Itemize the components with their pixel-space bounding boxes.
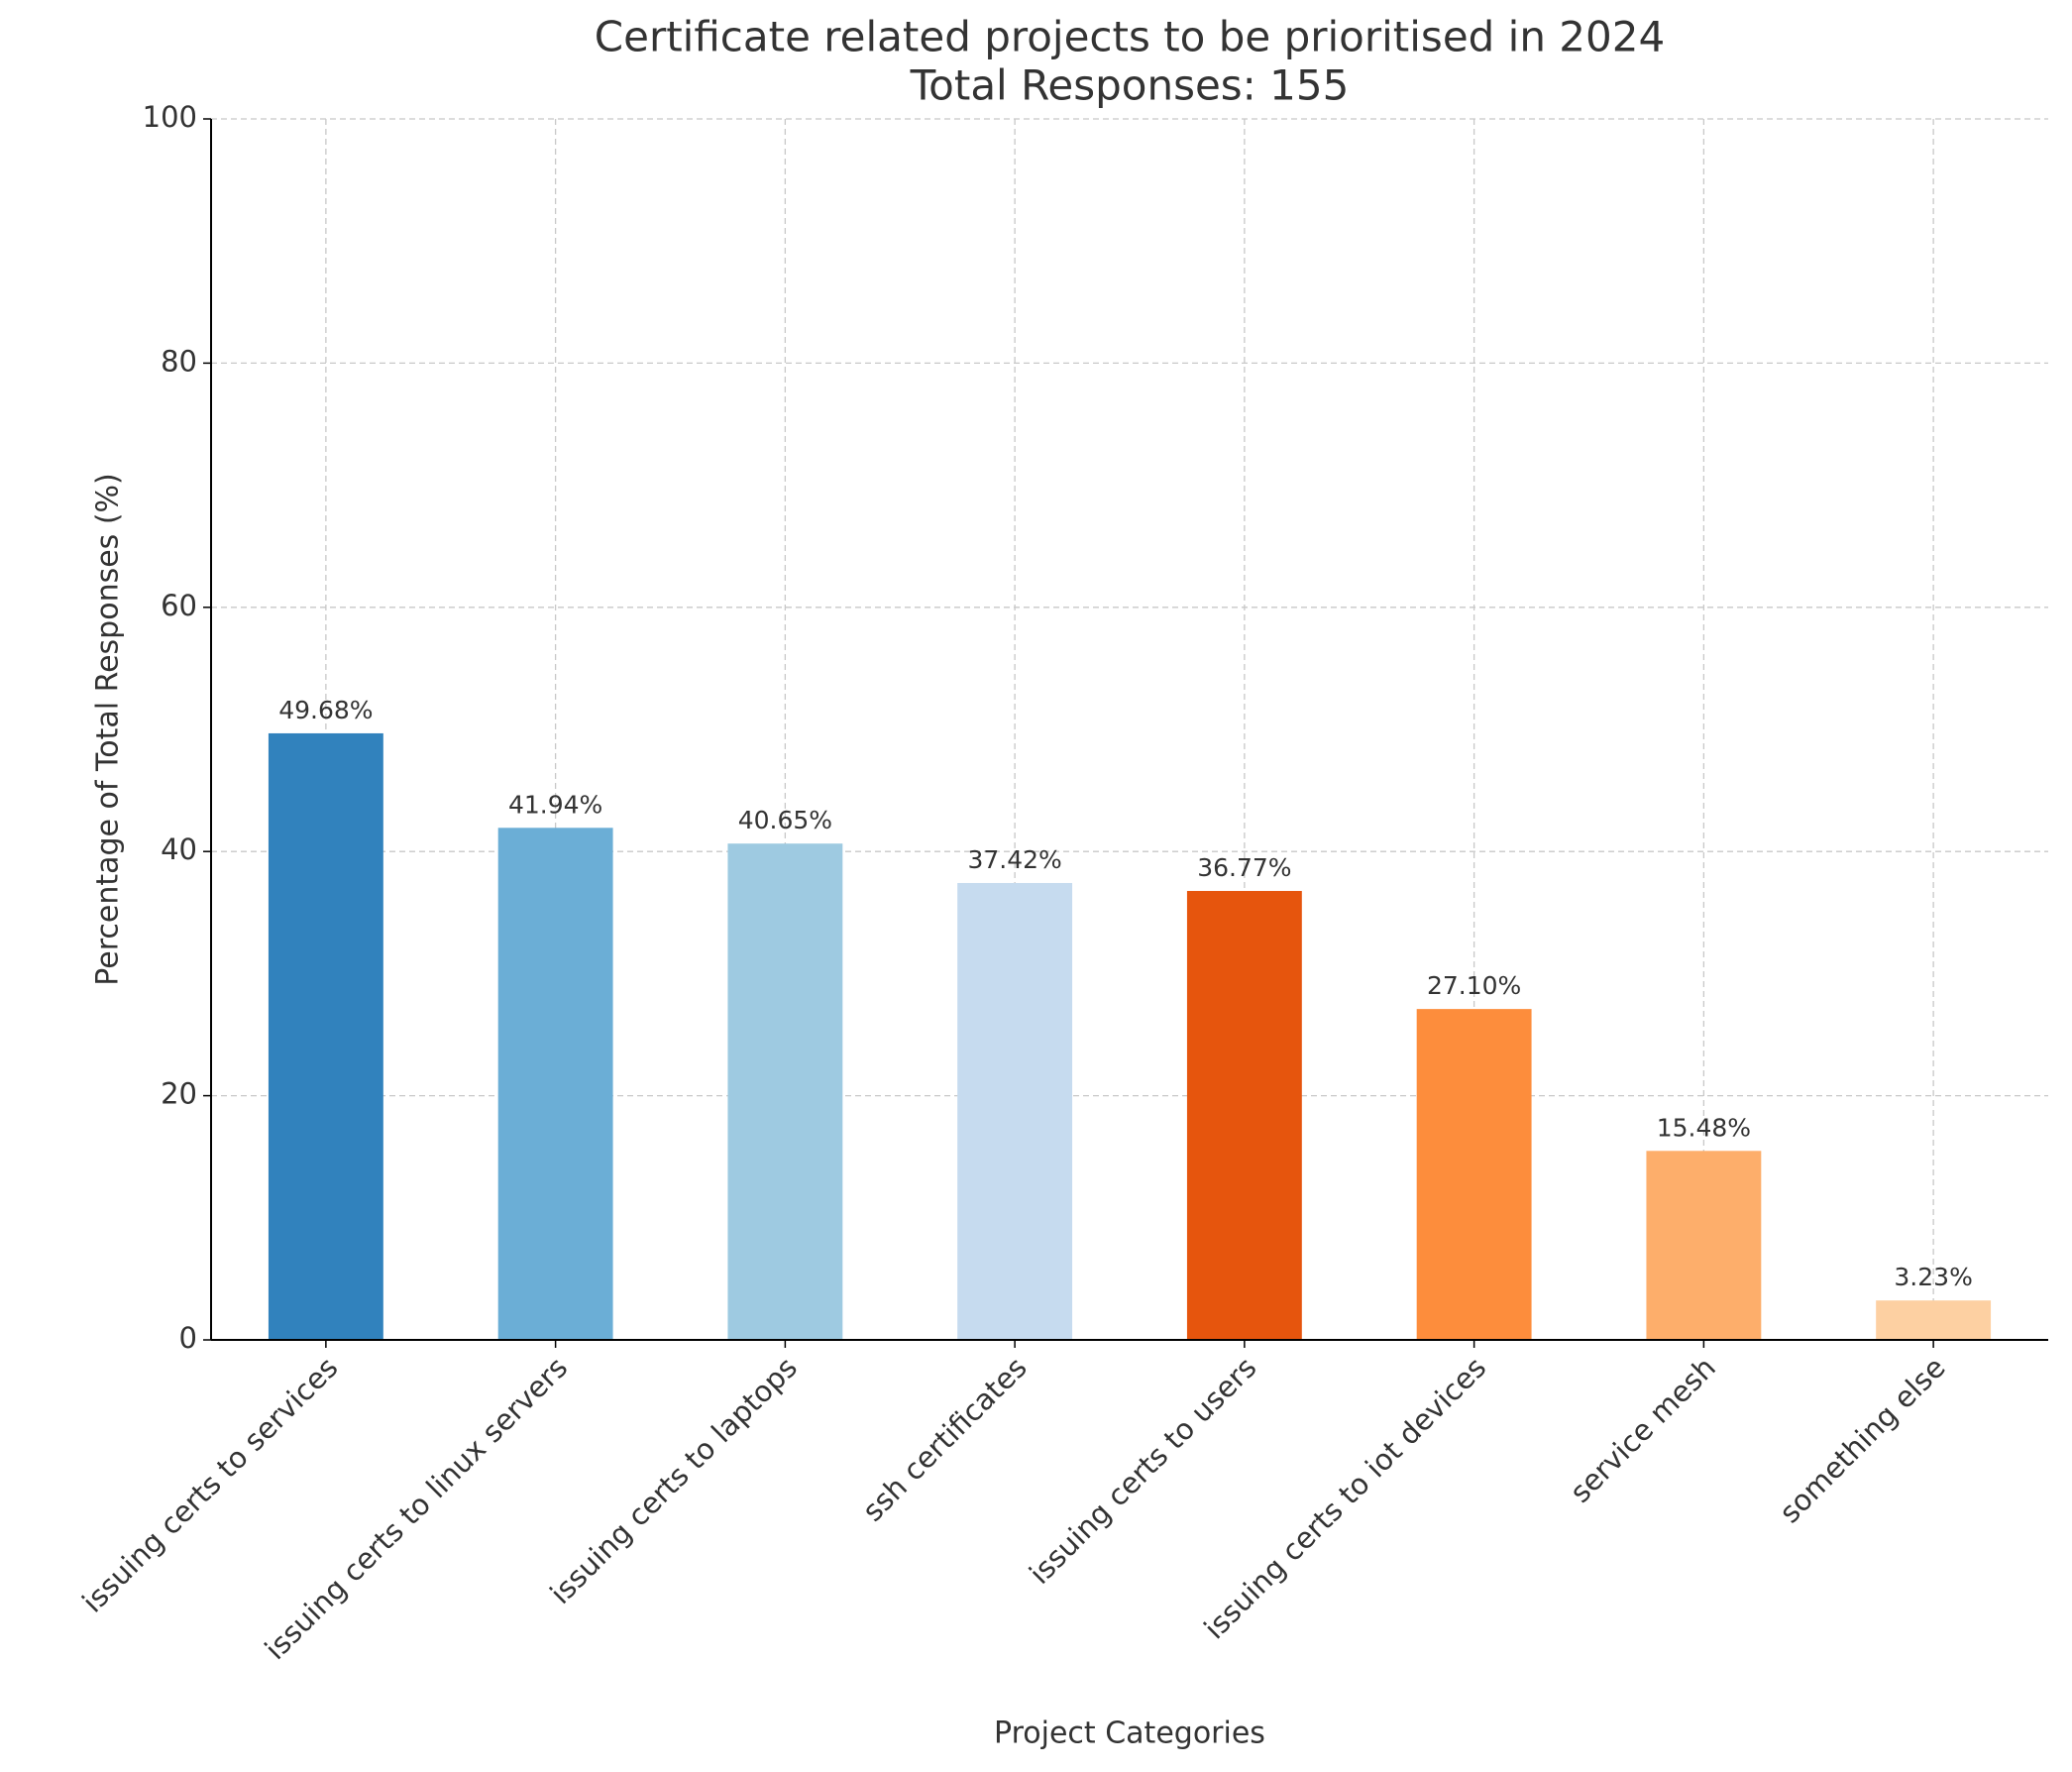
y-tick-label: 0 xyxy=(179,1321,197,1355)
x-tick-label: ssh certificates xyxy=(856,1351,1034,1528)
chart-subtitle: Total Responses: 155 xyxy=(910,61,1350,110)
y-tick-label: 40 xyxy=(161,832,197,866)
bar xyxy=(497,828,613,1340)
bar xyxy=(268,732,383,1340)
value-label: 36.77% xyxy=(1197,853,1291,882)
x-tick-label: issuing certs to users xyxy=(1023,1351,1262,1591)
x-tick-label: issuing certs to services xyxy=(75,1351,344,1619)
value-label: 15.48% xyxy=(1657,1113,1751,1142)
value-label: 41.94% xyxy=(508,790,602,819)
bar xyxy=(1416,1009,1532,1340)
y-tick-label: 20 xyxy=(161,1077,197,1111)
y-axis-label: Percentage of Total Responses (%) xyxy=(91,473,126,986)
value-label: 27.10% xyxy=(1427,971,1521,1000)
bar xyxy=(1186,890,1302,1340)
x-axis-label: Project Categories xyxy=(994,1717,1265,1751)
x-tick-label: service mesh xyxy=(1564,1351,1722,1509)
y-tick-label: 80 xyxy=(161,344,197,378)
x-tick-label: something else xyxy=(1773,1351,1952,1530)
x-tick-label: issuing certs to laptops xyxy=(543,1351,804,1611)
value-label: 40.65% xyxy=(738,806,832,834)
y-tick-label: 100 xyxy=(143,100,197,134)
bar xyxy=(1646,1151,1762,1340)
value-label: 49.68% xyxy=(278,696,373,724)
bar xyxy=(727,843,843,1340)
bar xyxy=(957,882,1073,1340)
y-tick-label: 60 xyxy=(161,589,197,622)
value-label: 3.23% xyxy=(1894,1263,1972,1291)
bar xyxy=(1876,1300,1992,1340)
chart-title: Certificate related projects to be prior… xyxy=(595,13,1665,61)
value-label: 37.42% xyxy=(967,845,1061,874)
